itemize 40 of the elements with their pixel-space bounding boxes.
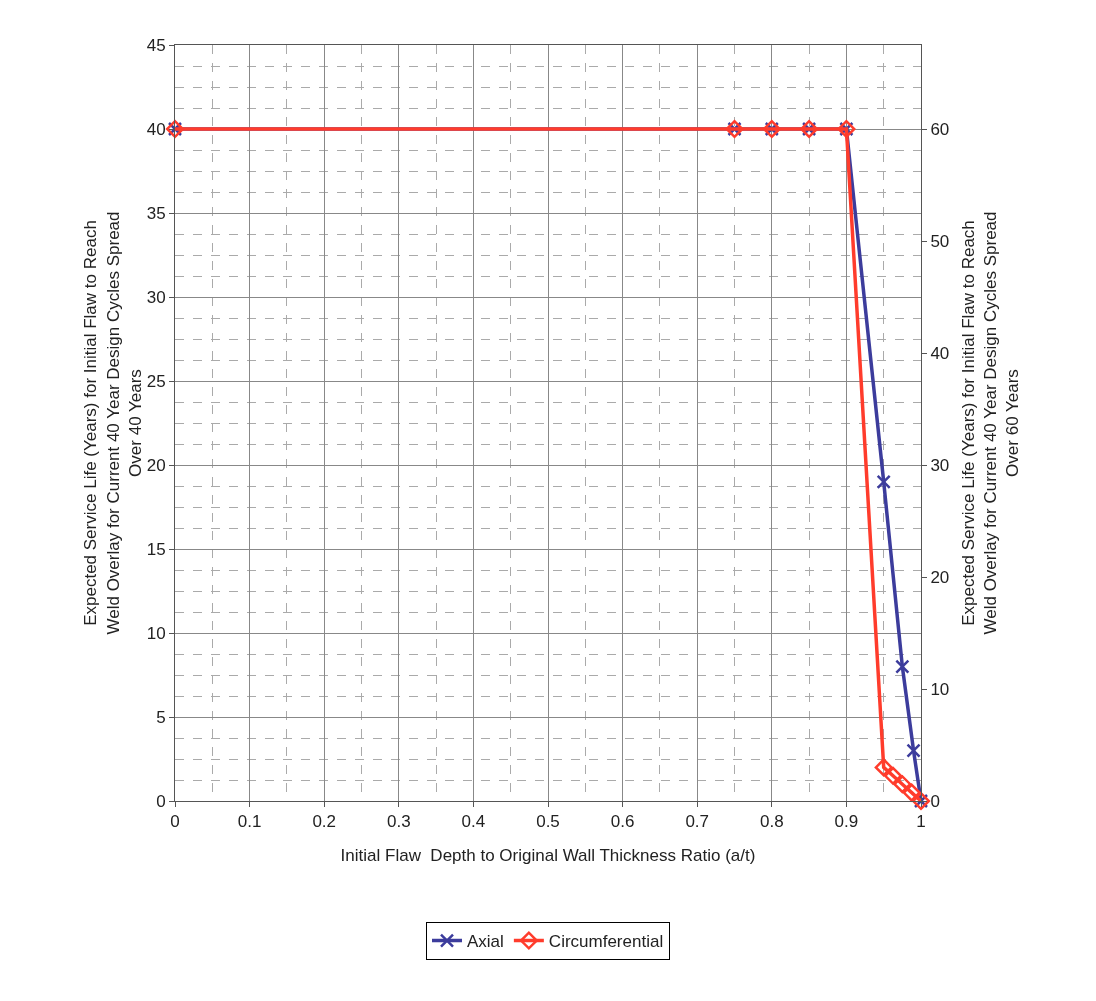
- y-tick-label: 15: [146, 539, 166, 559]
- y2-tick-label: 30: [930, 455, 950, 475]
- x-tick-label: 0.2: [312, 812, 337, 832]
- y2-tick-label: 0: [930, 791, 940, 811]
- point: [902, 783, 921, 802]
- x-tick-label: 0: [170, 812, 180, 832]
- y-tick-label: 5: [156, 707, 166, 727]
- y2-tick-label: 40: [930, 343, 950, 363]
- x-tick-label: 0.7: [685, 812, 710, 832]
- y2-tick-label: 60: [930, 119, 950, 139]
- y-axis-title: Expected Service Life (Years) for Initial Flaw to Reach Weld Overlay for Current 40 Year Design Cycles Spread Over 40 Years: [81, 211, 145, 635]
- point: [874, 758, 893, 777]
- y-tick-label: 35: [146, 203, 166, 223]
- y-tick-label: 40: [146, 119, 166, 139]
- point: [893, 775, 912, 794]
- x-tick-label: 0.9: [834, 812, 859, 832]
- y-tick-label: 20: [146, 455, 166, 475]
- y2-axis-title: Expected Service Life (Years) for Initial Flaw to Reach Weld Overlay for Current 40 Year Design Cycles Spread Over 60 Years: [958, 211, 1022, 635]
- x-tick-label: 0.1: [237, 812, 262, 832]
- point: [876, 474, 891, 490]
- legend-label: Axial: [467, 932, 504, 952]
- x-tick-label: 0.3: [386, 812, 411, 832]
- legend-label: Circumferential: [548, 932, 664, 952]
- y2-tick-label: 50: [930, 231, 950, 251]
- y-tick-label: 30: [146, 287, 166, 307]
- y-tick-label: 25: [146, 371, 166, 391]
- point: [906, 743, 921, 758]
- point: [883, 766, 903, 785]
- y-tick-label: 45: [146, 35, 166, 55]
- x-tick-label: 1: [916, 812, 926, 832]
- x-axis-title: Initial Flaw Depth to Original Wall Thickness Ratio (a/t): [340, 845, 756, 865]
- y-tick-label: 0: [156, 791, 166, 811]
- y2-tick-label: 20: [930, 567, 950, 587]
- x-tick-label: 0.4: [461, 812, 486, 832]
- x-tick-label: 0.6: [610, 812, 635, 832]
- x-tick-label: 0.8: [759, 812, 784, 832]
- y2-tick-label: 10: [930, 679, 950, 699]
- x-tick-label: 0.5: [536, 812, 560, 832]
- y-tick-label: 10: [146, 623, 166, 643]
- point: [895, 659, 910, 674]
